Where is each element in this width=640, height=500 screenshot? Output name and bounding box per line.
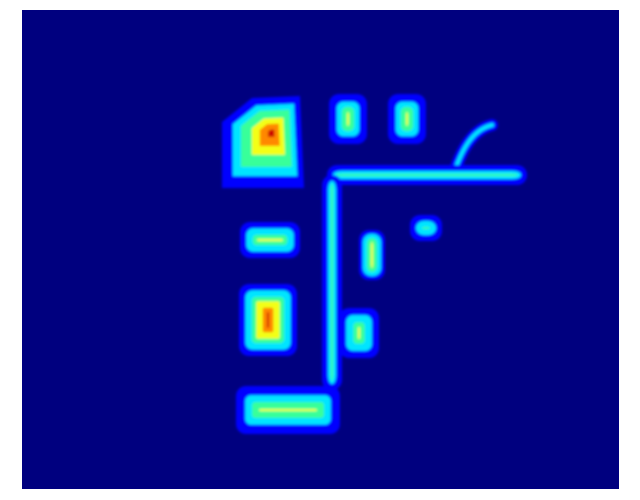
top-left-room <box>222 96 304 188</box>
horizontal-corridor-ring <box>336 174 518 176</box>
center-narrow-room <box>359 230 385 280</box>
small-side-room <box>410 215 442 241</box>
vertical-corridor-ring <box>331 184 333 381</box>
heatmap-image <box>22 10 619 489</box>
center-lower-room <box>339 308 379 358</box>
bottom-wide-room <box>236 386 340 434</box>
horizontal-corridor <box>327 165 527 185</box>
left-middle-room <box>240 222 300 258</box>
center-lower-room-ring <box>358 327 360 339</box>
small-side-room-ring <box>422 227 430 229</box>
center-narrow-room-ring <box>371 242 373 268</box>
top-small-room-b-ring <box>406 112 408 126</box>
top-small-room-b <box>388 94 426 144</box>
curved-branch <box>449 119 498 176</box>
left-lower-room-ring <box>267 312 269 328</box>
left-lower-room <box>239 284 297 356</box>
vertical-corridor <box>322 175 342 390</box>
top-small-room-a-ring <box>347 112 349 126</box>
heatmap-canvas <box>22 10 619 489</box>
top-small-room-a <box>329 94 367 144</box>
left-middle-room-ring <box>257 239 283 241</box>
curved-branch-ring <box>453 123 494 172</box>
bottom-wide-room-ring <box>259 409 317 411</box>
top-left-room-ring <box>268 129 275 137</box>
